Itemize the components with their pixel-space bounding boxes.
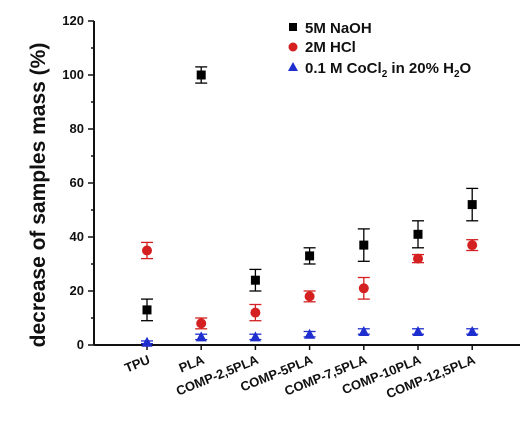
data-point-circle bbox=[250, 307, 261, 318]
data-point-circle bbox=[358, 283, 369, 294]
y-tick-label: 100 bbox=[62, 67, 84, 82]
legend-marker-hcl bbox=[288, 42, 298, 52]
x-tick-label: TPU bbox=[122, 352, 152, 376]
x-tick-label: PLA bbox=[177, 352, 207, 376]
data-point-triangle bbox=[141, 336, 153, 347]
data-point-triangle bbox=[466, 326, 478, 336]
data-point-triangle bbox=[412, 326, 424, 336]
legend-marker-naoh bbox=[289, 23, 297, 31]
y-tick-label: 80 bbox=[70, 121, 84, 136]
data-point-square bbox=[196, 70, 206, 80]
y-tick-label: 20 bbox=[70, 283, 84, 298]
data-point-circle bbox=[304, 291, 315, 302]
data-point-triangle bbox=[358, 326, 370, 336]
data-point-square bbox=[413, 229, 423, 239]
data-point-triangle bbox=[195, 331, 207, 342]
data-point-square bbox=[142, 305, 152, 315]
data-point-circle bbox=[467, 240, 478, 251]
data-point-triangle bbox=[249, 331, 261, 342]
data-point-square bbox=[467, 200, 477, 210]
legend-label-hcl: 2M HCl bbox=[305, 39, 356, 56]
y-axis-title: decrease of samples mass (%) bbox=[27, 43, 50, 348]
legend-label-cocl2: 0.1 M CoCl2 in 20% H2O bbox=[305, 60, 472, 80]
data-marks bbox=[141, 66, 479, 347]
legend: 5M NaOH 2M HCl 0.1 M CoCl2 in 20% H2O bbox=[288, 20, 472, 80]
legend-marker-cocl2 bbox=[288, 62, 298, 71]
legend-label-naoh: 5M NaOH bbox=[305, 20, 372, 37]
data-point-circle bbox=[142, 245, 152, 256]
data-point-square bbox=[359, 240, 369, 250]
data-point-triangle bbox=[304, 328, 316, 339]
data-point-square bbox=[250, 275, 260, 285]
y-tick-label: 60 bbox=[70, 175, 84, 190]
data-point-square bbox=[305, 251, 315, 261]
data-point-circle bbox=[196, 318, 207, 329]
y-tick-label: 120 bbox=[62, 13, 84, 28]
y-tick-label: 40 bbox=[70, 229, 84, 244]
data-point-circle bbox=[413, 253, 423, 264]
y-tick-label: 0 bbox=[77, 337, 84, 352]
